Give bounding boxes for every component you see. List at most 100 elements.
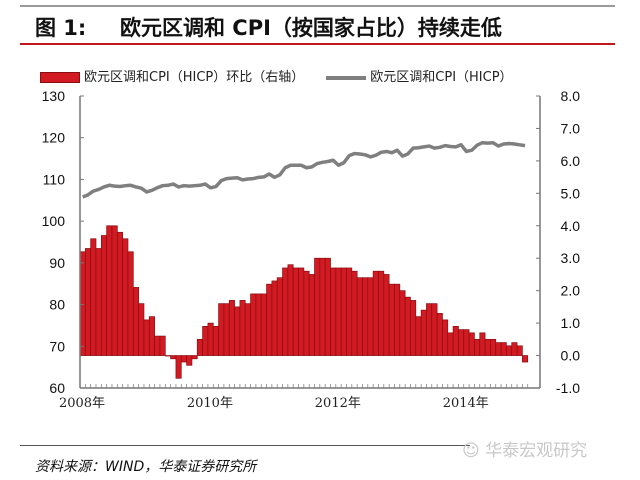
left-tick-label: 70 <box>49 338 65 354</box>
x-tick-label: 2012年 <box>315 396 361 411</box>
bar <box>420 309 427 356</box>
bar <box>84 248 92 356</box>
bar <box>287 264 294 356</box>
bar <box>271 280 278 356</box>
top-divider <box>20 5 615 7</box>
bar <box>218 303 225 356</box>
bar <box>372 270 379 356</box>
watermark-text: 华泰宏观研究 <box>485 441 588 461</box>
bar <box>239 300 246 356</box>
bar <box>324 257 331 356</box>
bar <box>458 329 465 356</box>
bar <box>495 342 502 356</box>
bar <box>266 283 273 356</box>
bar <box>399 290 406 356</box>
bar <box>516 345 523 356</box>
bar <box>431 303 438 356</box>
wechat-icon: ☺ <box>462 441 480 461</box>
left-tick-label: 130 <box>42 88 66 104</box>
left-tick-label: 90 <box>49 255 65 271</box>
bar <box>500 342 507 356</box>
bar <box>276 277 283 356</box>
bar <box>186 355 193 366</box>
bar <box>346 267 353 356</box>
bar <box>282 267 289 356</box>
right-tick-label: 1.0 <box>561 315 581 331</box>
bar <box>175 355 182 379</box>
bar <box>180 355 187 363</box>
bar <box>196 338 203 356</box>
hicp-line <box>82 140 526 199</box>
bar <box>111 225 118 356</box>
source-note: 资料来源：WIND，华泰证券研究所 <box>35 459 257 475</box>
bar <box>468 332 475 356</box>
bar <box>159 335 166 356</box>
bar <box>479 332 486 356</box>
bar <box>298 267 305 356</box>
x-tick-label: 2010年 <box>187 396 233 411</box>
bar <box>207 322 214 356</box>
bar <box>90 238 97 356</box>
bar <box>244 303 251 356</box>
bar <box>351 270 358 356</box>
bar <box>314 257 321 356</box>
bar <box>122 238 129 356</box>
title-text: 欧元区调和 CPI（按国家占比）持续走低 <box>120 16 502 40</box>
watermark: ☺ 华泰宏观研究 <box>462 436 587 461</box>
left-tick-label: 110 <box>43 171 66 187</box>
bar <box>100 235 107 356</box>
bar <box>388 283 395 356</box>
legend: 欧元区调和CPI（HICP）环比（右轴） 欧元区调和CPI（HICP） <box>40 66 513 85</box>
bar <box>356 277 363 356</box>
bar <box>506 345 513 356</box>
legend-line-label: 欧元区调和CPI（HICP） <box>370 70 513 85</box>
bar <box>410 300 417 356</box>
legend-bar-label: 欧元区调和CPI（HICP）环比（右轴） <box>84 70 305 85</box>
bar <box>484 338 491 356</box>
bar <box>303 270 310 356</box>
bar <box>404 296 411 356</box>
bar <box>143 319 150 356</box>
bar <box>79 251 86 356</box>
bar <box>164 355 171 357</box>
right-tick-label: -1.0 <box>556 380 580 396</box>
bar <box>367 277 374 356</box>
right-tick-label: 4.0 <box>561 218 581 234</box>
bar <box>127 251 134 356</box>
right-tick-label: 8.0 <box>561 88 581 104</box>
bar <box>490 338 497 356</box>
bar <box>383 274 390 356</box>
right-tick-label: 3.0 <box>561 250 581 266</box>
left-tick-label: 80 <box>49 297 65 313</box>
bar <box>474 338 481 356</box>
bar <box>308 274 315 356</box>
bar <box>394 283 401 356</box>
bar <box>250 293 257 356</box>
bar <box>511 342 518 356</box>
chart-title: 图 1: 欧元区调和 CPI（按国家占比）持续走低 <box>35 12 502 42</box>
title-underline <box>20 43 615 45</box>
bar <box>95 248 102 356</box>
left-tick-label: 120 <box>42 130 66 146</box>
right-tick-label: 5.0 <box>561 185 581 201</box>
right-tick-label: 2.0 <box>561 283 581 299</box>
bar <box>202 326 209 356</box>
left-tick-label: 60 <box>49 380 65 396</box>
bar <box>154 335 161 356</box>
bar <box>340 267 347 356</box>
bar <box>335 267 342 356</box>
bar <box>378 270 385 356</box>
bar <box>260 293 267 356</box>
bar <box>255 293 262 356</box>
left-tick-label: 100 <box>42 213 66 229</box>
bar <box>106 225 113 356</box>
bar <box>447 332 454 356</box>
bar <box>212 326 219 356</box>
legend-line-swatch <box>326 75 367 80</box>
bar <box>116 231 123 356</box>
right-tick-label: 0.0 <box>561 348 581 364</box>
bar <box>223 303 230 356</box>
bar <box>436 313 443 356</box>
legend-bar-swatch <box>40 72 80 83</box>
